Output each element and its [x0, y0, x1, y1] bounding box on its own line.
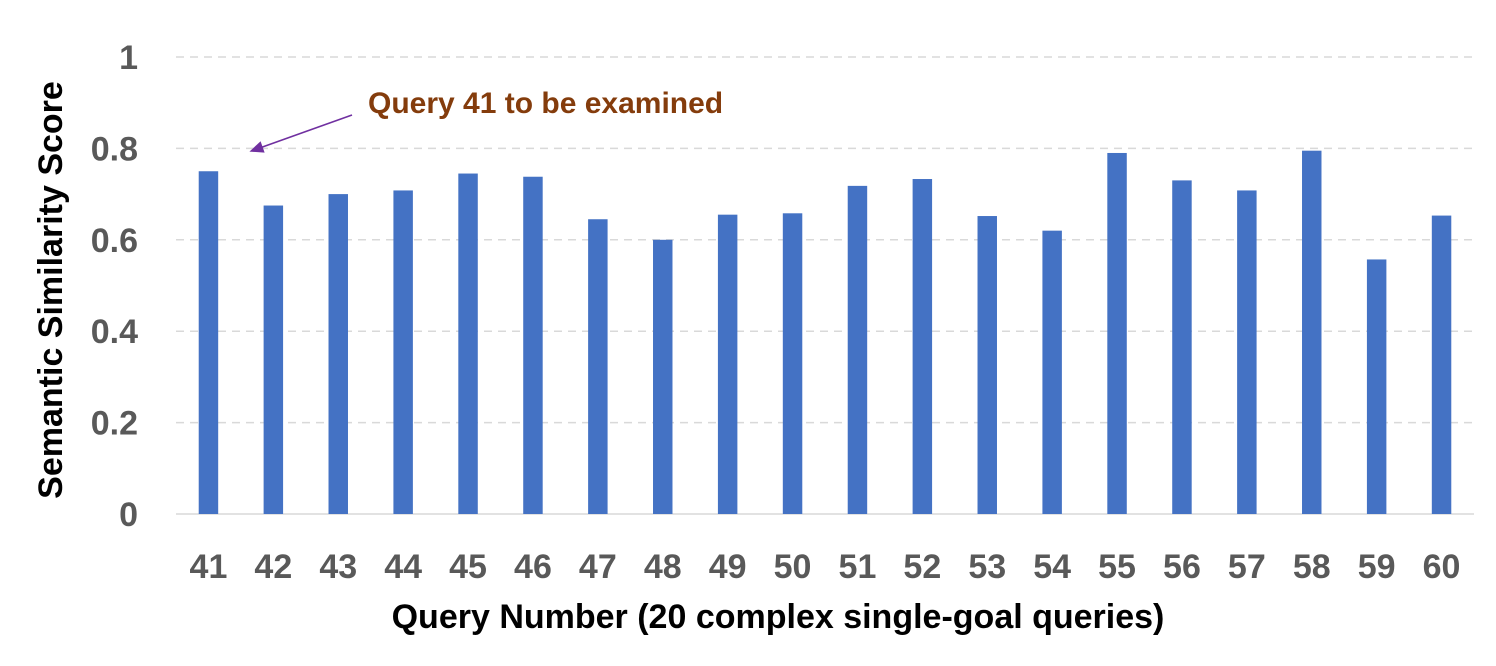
y-tick-label: 0.6	[91, 222, 138, 260]
x-axis-title: Query Number (20 complex single-goal que…	[392, 598, 1165, 636]
bar-46	[523, 176, 543, 514]
x-tick-label: 58	[1293, 548, 1331, 586]
y-tick-label: 1	[119, 39, 138, 77]
x-tick-label: 42	[254, 548, 292, 586]
x-tick-label: 41	[190, 548, 228, 586]
x-tick-label: 44	[384, 548, 422, 586]
x-tick-label: 46	[514, 548, 552, 586]
x-tick-label: 60	[1423, 548, 1461, 586]
bar-49	[717, 214, 738, 515]
bar-51	[847, 185, 868, 514]
bar-55	[1107, 152, 1127, 514]
x-tick-label: 52	[903, 548, 941, 586]
y-tick-label: 0	[119, 496, 138, 534]
bar-50	[782, 213, 803, 514]
x-tick-label: 49	[709, 548, 747, 586]
y-tick-label: 0.8	[91, 130, 138, 168]
x-tick-label: 59	[1358, 548, 1396, 586]
annotation: Query 41 to be examined	[249, 87, 723, 153]
x-tick-label: 55	[1098, 548, 1136, 586]
x-tick-label: 54	[1033, 548, 1071, 586]
y-tick-label: 0.4	[91, 313, 138, 351]
x-tick-label: 45	[449, 548, 487, 586]
y-tick-label: 0.2	[91, 405, 138, 443]
x-tick-label: 48	[644, 548, 682, 586]
y-axis-title: Semantic Similarity Score	[32, 81, 70, 499]
x-tick-label: 50	[774, 548, 812, 586]
bar-53	[977, 216, 997, 514]
gridlines	[176, 56, 1474, 515]
bar-48	[653, 239, 673, 515]
annotation-text: Query 41 to be examined	[368, 87, 723, 120]
bar-41	[198, 171, 219, 514]
x-tick-label: 53	[968, 548, 1006, 586]
annotation-arrow	[260, 114, 353, 149]
bars	[198, 150, 1452, 515]
bar-44	[393, 190, 413, 514]
bar-45	[458, 173, 478, 514]
y-tick-labels: 0 0.2 0.4 0.6 0.8 1	[91, 39, 138, 534]
bar-43	[328, 194, 348, 514]
x-tick-label: 43	[319, 548, 357, 586]
bar-42	[263, 205, 284, 514]
x-tick-labels: 41 42 43 44 45 46 47 48 49 50 51 52 53 54 55 56 57 58 59 60	[190, 548, 1461, 586]
x-tick-label: 57	[1228, 548, 1266, 586]
bar-58	[1302, 150, 1322, 514]
bar-47	[588, 219, 608, 515]
bar-57	[1237, 190, 1257, 514]
x-tick-label: 56	[1163, 548, 1201, 586]
bar-56	[1172, 180, 1192, 514]
bar-52	[912, 179, 933, 515]
annotation-arrowhead	[249, 141, 265, 153]
x-tick-label: 51	[839, 548, 877, 586]
x-tick-label: 47	[579, 548, 617, 586]
bar-54	[1042, 230, 1062, 514]
bar-59	[1366, 259, 1387, 514]
bar-60	[1431, 215, 1452, 515]
